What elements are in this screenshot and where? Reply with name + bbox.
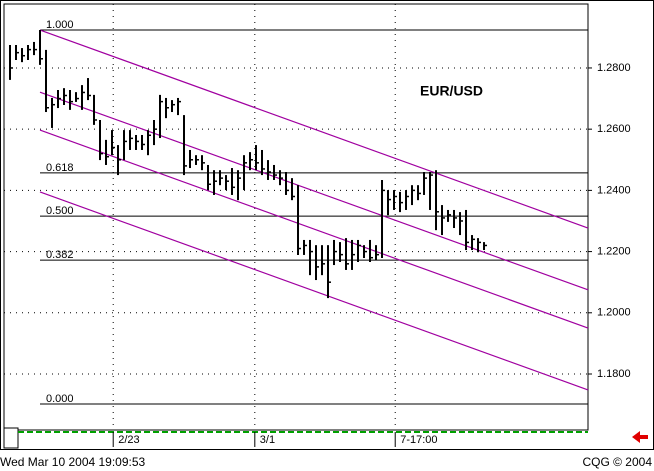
y-tick-label: 1.1800 [597, 368, 631, 380]
plot-area [3, 3, 589, 431]
fib-label: 0.382 [46, 249, 74, 261]
channel-line [39, 129, 589, 329]
arrow-icon[interactable] [632, 431, 648, 443]
fib-label: 0.618 [46, 162, 74, 174]
y-tick-label: 1.2800 [597, 62, 631, 74]
channel-line [39, 191, 589, 391]
timestamp: Wed Mar 10 2004 19:09:53 [0, 455, 146, 469]
y-tick-label: 1.2400 [597, 184, 631, 196]
y-tick-label: 1.2600 [597, 123, 631, 135]
frame [0, 0, 654, 450]
x-tick-label: 7-17:00 [400, 434, 437, 446]
y-tick-label: 1.2000 [597, 307, 631, 319]
x-tick-label: 2/23 [118, 434, 139, 446]
fib-label: 0.500 [46, 205, 74, 217]
chart-title: EUR/USD [420, 83, 483, 99]
y-tick-label: 1.2200 [597, 245, 631, 257]
channel-line [39, 29, 589, 229]
channel-line [39, 91, 589, 291]
fib-label: 1.000 [46, 19, 74, 31]
x-tick-label: 3/1 [260, 434, 275, 446]
copyright: CQG © 2004 [582, 455, 652, 469]
fib-label: 0.000 [46, 393, 74, 405]
scroll-box [3, 427, 19, 449]
